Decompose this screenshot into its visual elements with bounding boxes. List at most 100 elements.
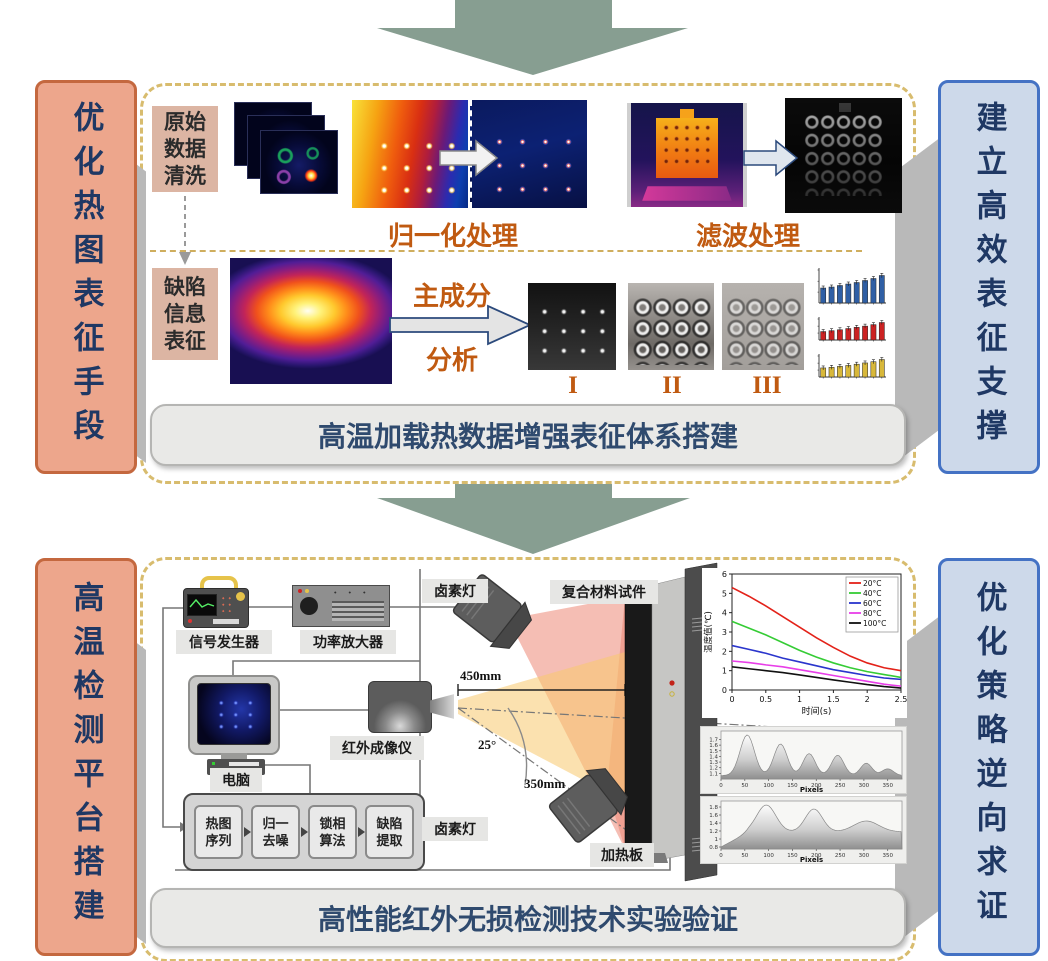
camera-body [368,681,432,733]
bottom-caption: 高性能红外无损检测技术实验验证 [150,888,906,948]
svg-text:0.8: 0.8 [709,845,718,851]
svg-text:350: 350 [882,853,893,859]
knob [300,597,318,615]
step-text: 去噪 [262,833,289,848]
svg-text:1: 1 [797,695,802,704]
flow-step-thermal-sequence: 热图 序列 [194,805,243,859]
pca-roman-3: III [752,372,782,399]
svg-text:1.3: 1.3 [709,760,718,766]
svg-text:1.6: 1.6 [709,813,718,819]
specimen-tab [680,109,694,119]
step-text: 热图 [205,816,232,831]
step-text: 锁相 [319,816,346,831]
step-arrow-icon [243,827,251,837]
right-block-arrow [743,139,799,177]
svg-text:Pixels: Pixels [800,856,823,863]
fade-overlay [785,98,902,213]
svg-text:温度值(℃): 温度值(℃) [703,611,714,653]
monitor-screen [197,683,271,745]
mini-bar-chart-yellow [810,350,888,383]
svg-text:1.8: 1.8 [709,805,718,811]
mini-bar-chart-blue [810,264,888,309]
svg-text:2.5: 2.5 [895,695,907,704]
svg-text:1.4: 1.4 [709,821,718,827]
power-amplifier [292,585,390,627]
svg-text:350: 350 [882,783,893,789]
svg-text:100°C: 100°C [863,619,886,628]
svg-text:0: 0 [719,853,723,859]
svg-text:250: 250 [835,853,846,859]
pca-block-arrow [389,304,533,346]
grille [332,601,384,621]
step-text: 归一 [262,816,289,831]
sidebar-platform-build: 高温检测平台搭建 [35,558,137,956]
svg-text:1.2: 1.2 [709,766,718,772]
svg-text:1.2: 1.2 [709,829,718,835]
pca-label-top: 主成分 [412,281,491,311]
monitor-stand [221,753,247,759]
svg-text:1: 1 [722,667,727,676]
mini-bar-chart-red [810,313,888,346]
svg-text:1.4: 1.4 [709,754,718,760]
svg-text:0.5: 0.5 [759,695,772,704]
svg-text:1.6: 1.6 [709,743,718,749]
pca-label-bottom: 分析 [425,345,478,375]
defect-line-1: 缺陷 [164,275,206,299]
device-screen [187,594,217,616]
step-text: 提取 [376,833,403,848]
svg-text:100: 100 [763,783,774,789]
pca-image-3 [722,283,804,370]
step-arrow-icon [300,827,308,837]
label-halogen-lamp-top: 卤素灯 [422,579,488,603]
specimen-base [642,186,732,201]
svg-text:1.1: 1.1 [709,771,718,777]
label-power-amplifier: 功率放大器 [300,630,396,654]
ring-grid [633,296,711,365]
device-handle [200,576,238,594]
vent-dots [328,590,372,595]
defect-dots [372,134,464,202]
defect-line-2: 信息 [164,302,206,326]
raw-line-1: 原始 [164,110,206,134]
pca-roman-2: II [662,372,682,399]
svg-text:6: 6 [722,570,727,579]
svg-text:1.5: 1.5 [709,749,718,755]
label-specimen: 复合材料试件 [550,580,658,604]
defect-thermogram [230,258,392,384]
svg-text:4: 4 [722,609,727,618]
svg-text:200: 200 [811,783,822,789]
dashed-separator [150,250,862,252]
sidebar-platform-build-label: 高温检测平台搭建 [68,580,104,934]
svg-text:50: 50 [741,853,748,859]
svg-text:150: 150 [787,853,798,859]
knob [236,592,245,601]
svg-text:1.5: 1.5 [827,695,840,704]
label-halogen-lamp-bottom: 卤素灯 [422,817,488,841]
slot [213,619,239,624]
svg-text:2: 2 [865,695,870,704]
top-caption: 高温加载热数据增强表征体系搭建 [150,404,906,466]
drive-slot [229,762,259,766]
processing-flow: 热图 序列 归一 去噪 锁相 算法 缺陷 提取 [183,793,425,871]
svg-text:0: 0 [719,783,723,789]
svg-text:200: 200 [811,853,822,859]
label-ir-camera: 红外成像仪 [330,736,424,760]
sidebar-strategy-verify-label: 优化策略逆向求证 [971,580,1007,934]
sidebar-optimize-thermal-label: 优化热图表征手段 [68,100,104,454]
svg-text:40°C: 40°C [863,589,882,598]
pixel-profile-chart-2: 0 50 100 150 200 250 300 350 0.8 1 1.2 1.4 1.6 1.8 Pix… [700,796,907,864]
svg-text:300: 300 [859,783,870,789]
defect-line-3: 表征 [164,329,206,353]
ring-grid [535,302,613,365]
led [212,762,215,765]
svg-text:60°C: 60°C [863,599,882,608]
led [305,589,309,593]
hot-specimen [655,117,719,178]
thermal-image-before-filter [627,103,747,207]
camera-lens [430,694,454,719]
sidebar-efficient-support-label: 建立高效表征支撑 [971,100,1007,454]
thermal-frames-stack [234,102,342,197]
label-heating-plate: 加热板 [590,843,654,867]
computer [188,675,280,780]
sidebar-efficient-support: 建立高效表征支撑 [938,80,1040,474]
